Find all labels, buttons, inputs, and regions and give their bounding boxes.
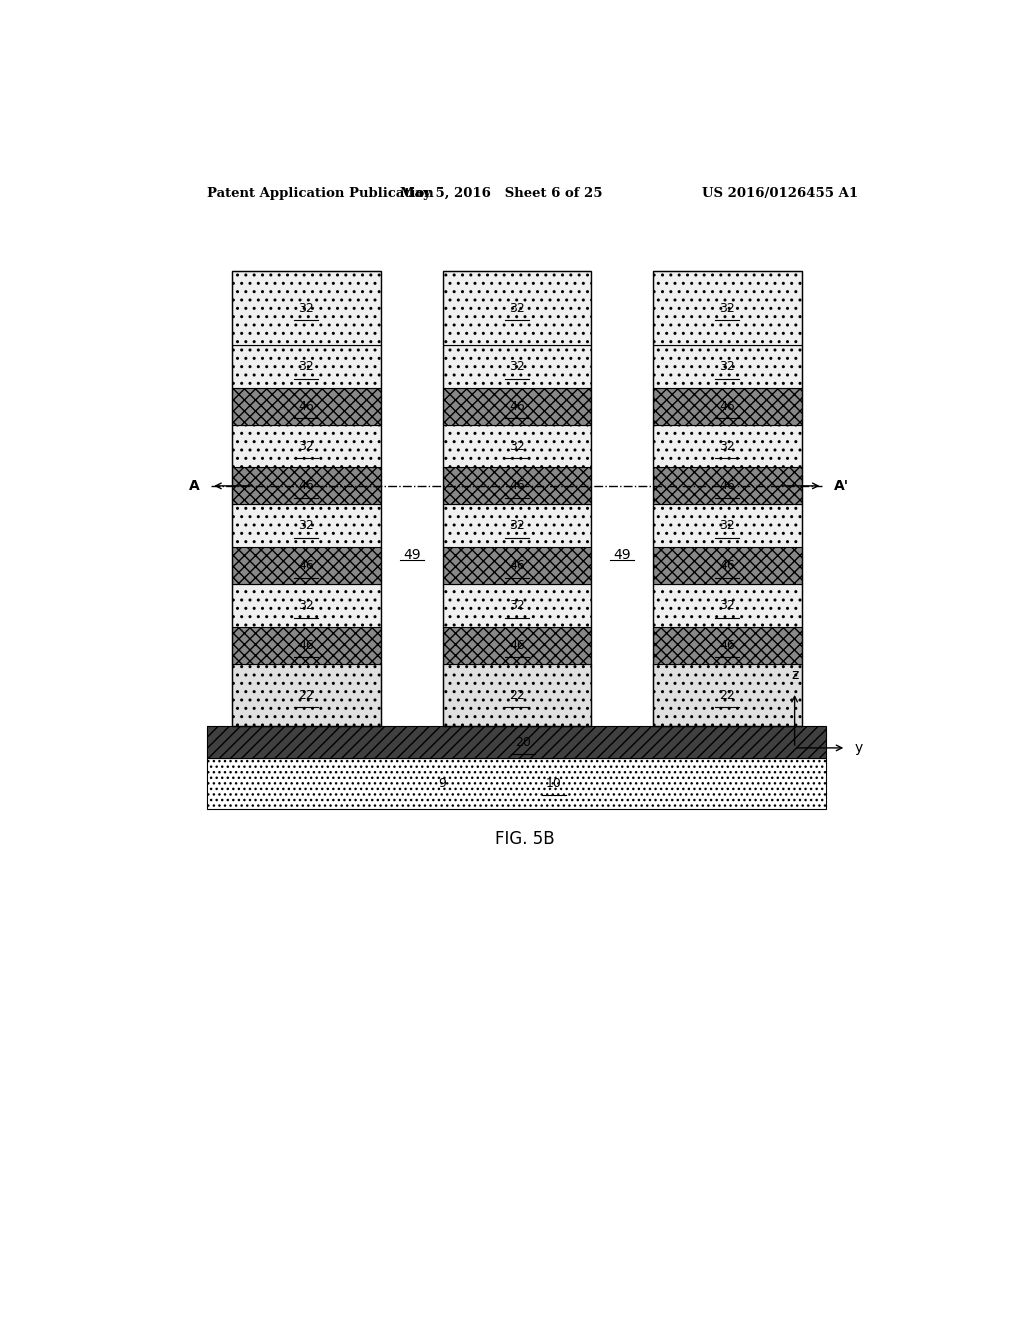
Text: 32: 32 — [720, 599, 735, 612]
Text: 32: 32 — [509, 440, 524, 453]
FancyBboxPatch shape — [232, 583, 381, 627]
Text: 46: 46 — [299, 479, 314, 492]
FancyBboxPatch shape — [232, 388, 381, 425]
FancyBboxPatch shape — [442, 388, 591, 425]
FancyBboxPatch shape — [232, 345, 381, 388]
FancyBboxPatch shape — [232, 664, 381, 726]
FancyBboxPatch shape — [232, 504, 381, 546]
Text: 9: 9 — [438, 776, 446, 789]
Text: 46: 46 — [509, 560, 524, 572]
Text: 32: 32 — [299, 360, 314, 372]
FancyBboxPatch shape — [442, 583, 591, 627]
Text: 46: 46 — [720, 479, 735, 492]
Text: 32: 32 — [720, 360, 735, 372]
Text: 32: 32 — [720, 301, 735, 314]
Text: 46: 46 — [720, 639, 735, 652]
Text: 32: 32 — [509, 519, 524, 532]
Text: 22: 22 — [299, 689, 314, 701]
Text: 22: 22 — [509, 689, 524, 701]
FancyBboxPatch shape — [442, 504, 591, 546]
FancyBboxPatch shape — [442, 271, 591, 345]
Text: 10: 10 — [546, 776, 562, 789]
Text: 32: 32 — [299, 519, 314, 532]
FancyBboxPatch shape — [653, 467, 802, 504]
Text: 32: 32 — [299, 301, 314, 314]
Text: 32: 32 — [720, 440, 735, 453]
FancyBboxPatch shape — [442, 546, 591, 583]
Text: May 5, 2016   Sheet 6 of 25: May 5, 2016 Sheet 6 of 25 — [399, 187, 602, 201]
Text: 46: 46 — [720, 560, 735, 572]
FancyBboxPatch shape — [653, 425, 802, 467]
Text: US 2016/0126455 A1: US 2016/0126455 A1 — [702, 187, 858, 201]
Text: 46: 46 — [720, 400, 735, 413]
Text: 32: 32 — [299, 440, 314, 453]
FancyBboxPatch shape — [653, 345, 802, 388]
FancyBboxPatch shape — [442, 627, 591, 664]
FancyBboxPatch shape — [207, 758, 826, 809]
Text: 46: 46 — [509, 639, 524, 652]
Text: FIG. 5B: FIG. 5B — [495, 830, 555, 849]
Text: 49: 49 — [402, 548, 421, 562]
FancyBboxPatch shape — [232, 425, 381, 467]
Text: A': A' — [835, 479, 850, 492]
Text: 22: 22 — [720, 689, 735, 701]
FancyBboxPatch shape — [232, 627, 381, 664]
FancyBboxPatch shape — [442, 467, 591, 504]
FancyBboxPatch shape — [442, 345, 591, 388]
FancyBboxPatch shape — [653, 504, 802, 546]
FancyBboxPatch shape — [653, 583, 802, 627]
FancyBboxPatch shape — [207, 726, 826, 758]
FancyBboxPatch shape — [591, 243, 653, 664]
FancyBboxPatch shape — [653, 627, 802, 664]
FancyBboxPatch shape — [653, 271, 802, 345]
FancyBboxPatch shape — [232, 271, 381, 345]
Text: 32: 32 — [299, 599, 314, 612]
FancyBboxPatch shape — [442, 425, 591, 467]
FancyBboxPatch shape — [232, 546, 381, 583]
Text: 46: 46 — [299, 400, 314, 413]
FancyBboxPatch shape — [653, 388, 802, 425]
Text: 32: 32 — [720, 519, 735, 532]
FancyBboxPatch shape — [207, 240, 826, 809]
Text: y: y — [854, 741, 862, 755]
Text: 46: 46 — [509, 400, 524, 413]
FancyBboxPatch shape — [381, 243, 442, 664]
Text: 46: 46 — [299, 639, 314, 652]
Text: 49: 49 — [613, 548, 631, 562]
Text: 46: 46 — [509, 479, 524, 492]
FancyBboxPatch shape — [442, 664, 591, 726]
Text: 32: 32 — [509, 599, 524, 612]
Text: 32: 32 — [509, 360, 524, 372]
FancyBboxPatch shape — [653, 664, 802, 726]
FancyBboxPatch shape — [653, 546, 802, 583]
FancyBboxPatch shape — [232, 467, 381, 504]
Text: 20: 20 — [515, 735, 531, 748]
Text: 32: 32 — [509, 301, 524, 314]
Text: A: A — [188, 479, 200, 492]
Text: Patent Application Publication: Patent Application Publication — [207, 187, 434, 201]
Text: 46: 46 — [299, 560, 314, 572]
Text: z: z — [791, 668, 799, 682]
